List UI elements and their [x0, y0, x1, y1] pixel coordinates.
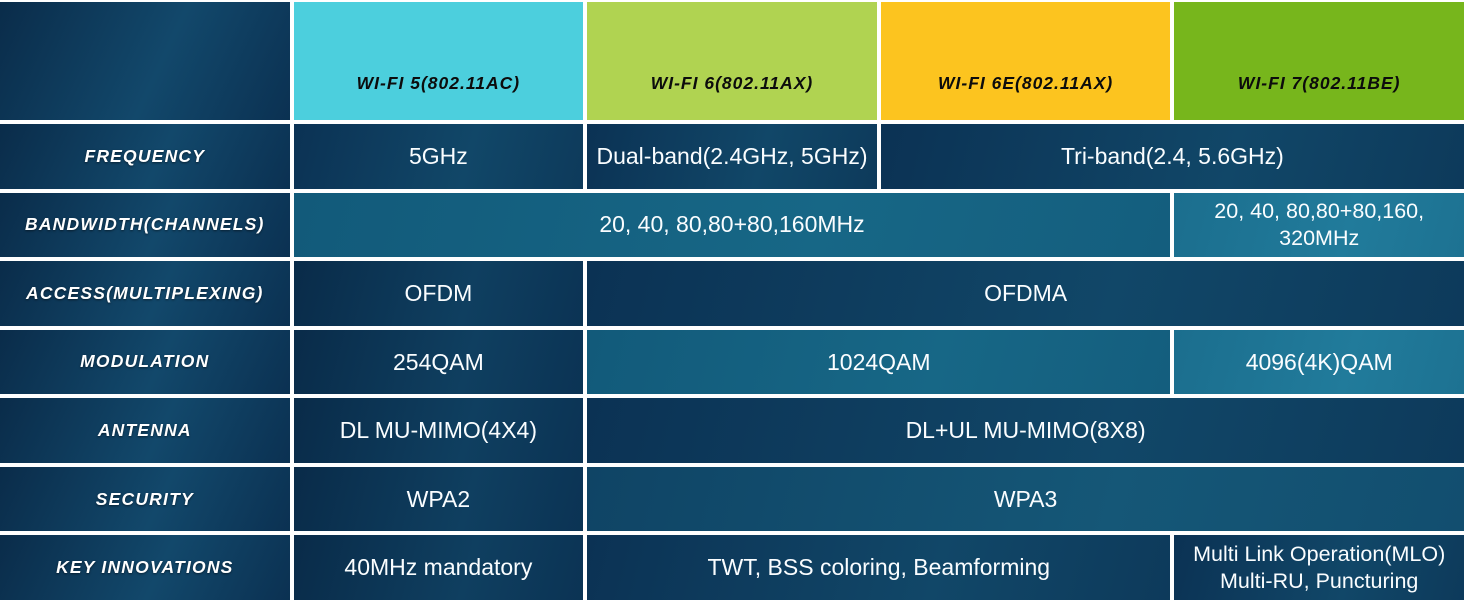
table-cell: WPA3 [587, 466, 1464, 532]
table-cell-text: 1024QAM [827, 348, 931, 375]
row-label: SECURITY [0, 466, 290, 532]
column-header-wifi6: WI-FI 6(802.11AX) [587, 2, 877, 120]
table-cell-text: DL+UL MU-MIMO(8X8) [905, 417, 1146, 444]
table-cell-text: 20, 40, 80,80+80,160, 320MHz [1214, 198, 1425, 250]
table-cell-text: 4096(4K)QAM [1245, 348, 1393, 375]
table-corner-cell [0, 2, 290, 120]
table-cell-text: OFDMA [984, 280, 1068, 307]
table-cell: 4096(4K)QAM [1174, 329, 1464, 395]
table-cell: 1024QAM [587, 329, 1171, 395]
row-label-text: ANTENNA [97, 420, 192, 441]
column-header-wifi5: WI-FI 5(802.11AC) [293, 2, 584, 120]
row-label: FREQUENCY [0, 124, 290, 189]
table-cell-text: Multi Link Operation(MLO) Multi-RU, Punc… [1193, 541, 1446, 593]
column-header-wifi7: WI-FI 7(802.11BE) [1174, 2, 1464, 120]
table-cell-text: WPA3 [993, 485, 1058, 512]
table-cell: DL+UL MU-MIMO(8X8) [587, 398, 1464, 463]
table-cell-text: 20, 40, 80,80+80,160MHz [599, 211, 865, 238]
table-cell-text: 254QAM [393, 348, 484, 375]
table-cell: 20, 40, 80,80+80,160, 320MHz [1174, 192, 1464, 258]
row-label-text: ACCESS(MULTIPLEXING) [26, 282, 264, 303]
column-header-wifi6-label: WI-FI 6(802.11AX) [650, 73, 814, 93]
table-cell: Multi Link Operation(MLO) Multi-RU, Punc… [1174, 535, 1464, 600]
table-cell-text: WPA2 [406, 485, 471, 512]
table-cell: 254QAM [293, 329, 584, 395]
table-cell-text: DL MU-MIMO(4X4) [339, 417, 537, 444]
table-cell-text: 5GHz [408, 142, 468, 169]
row-label: BANDWIDTH(CHANNELS) [0, 192, 290, 258]
table-cell: Dual-band(2.4GHz, 5GHz) [587, 124, 877, 189]
row-label-text: FREQUENCY [84, 145, 206, 166]
row-label-text: BANDWIDTH(CHANNELS) [25, 214, 265, 235]
row-label-text: MODULATION [80, 351, 210, 372]
table-cell: OFDMA [587, 261, 1464, 326]
row-label-text: SECURITY [95, 488, 194, 509]
table-cell-text: OFDM [404, 280, 473, 307]
column-header-wifi5-label: WI-FI 5(802.11AC) [356, 73, 521, 93]
row-label: ACCESS(MULTIPLEXING) [0, 261, 290, 326]
table-cell: TWT, BSS coloring, Beamforming [587, 535, 1171, 600]
table-cell: WPA2 [293, 466, 584, 532]
table-cell: Tri-band(2.4, 5.6GHz) [880, 124, 1464, 189]
row-label: ANTENNA [0, 398, 290, 463]
table-cell: 40MHz mandatory [293, 535, 584, 600]
table-cell: DL MU-MIMO(4X4) [293, 398, 584, 463]
row-label: MODULATION [0, 329, 290, 395]
column-header-wifi7-label: WI-FI 7(802.11BE) [1237, 73, 1401, 93]
table-cell-text: Dual-band(2.4GHz, 5GHz) [596, 142, 868, 169]
table-cell: 5GHz [293, 124, 584, 189]
column-header-wifi6e: WI-FI 6E(802.11AX) [880, 2, 1171, 120]
row-label-text: KEY INNOVATIONS [56, 557, 234, 578]
table-cell-text: Tri-band(2.4, 5.6GHz) [1060, 142, 1284, 169]
table-cell-text: TWT, BSS coloring, Beamforming [707, 554, 1051, 581]
table-cell: 20, 40, 80,80+80,160MHz [293, 192, 1171, 258]
table-cell: OFDM [293, 261, 584, 326]
row-label: KEY INNOVATIONS [0, 535, 290, 600]
table-cell-text: 40MHz mandatory [344, 554, 533, 581]
column-header-wifi6e-label: WI-FI 6E(802.11AX) [937, 73, 1114, 93]
